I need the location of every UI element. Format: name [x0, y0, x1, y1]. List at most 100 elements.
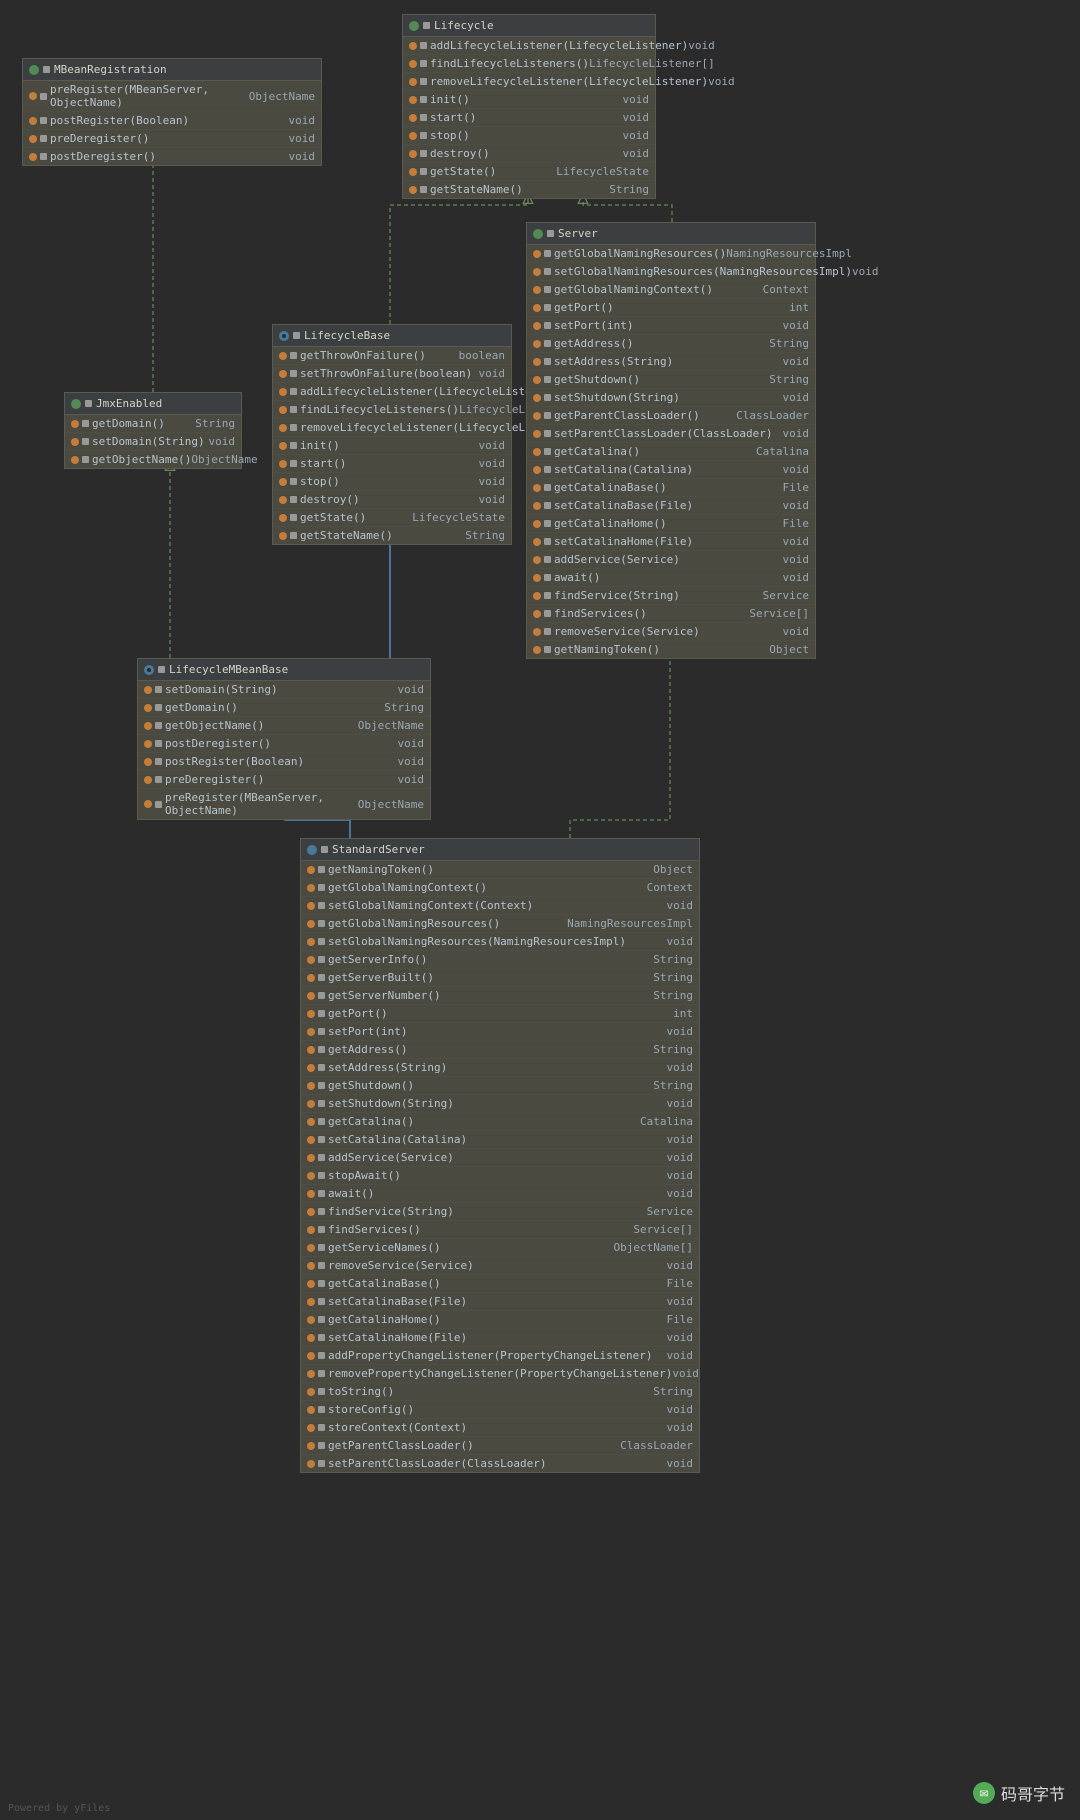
lock-icon	[318, 1100, 325, 1107]
uml-box-lifecycle: LifecycleaddLifecycleListener(LifecycleL…	[402, 14, 656, 199]
lock-icon	[158, 666, 165, 673]
method-icon	[307, 1388, 315, 1396]
method-icon	[533, 268, 541, 276]
return-type: void	[623, 129, 650, 142]
lock-icon	[290, 514, 297, 521]
method-row: start()void	[273, 455, 511, 473]
lock-icon	[318, 884, 325, 891]
method-row: postDeregister()void	[23, 148, 321, 165]
return-type: void	[672, 1367, 699, 1380]
method-row: addService(Service)void	[527, 551, 815, 569]
box-header: Lifecycle	[403, 15, 655, 37]
method-row: setThrowOnFailure(boolean)void	[273, 365, 511, 383]
lock-icon	[318, 1280, 325, 1287]
method-row: getCatalinaHome()File	[301, 1311, 699, 1329]
method-name: getDomain()	[92, 417, 165, 430]
return-type: void	[783, 571, 810, 584]
method-row: getPort()int	[527, 299, 815, 317]
return-type: void	[479, 457, 506, 470]
method-name: getServerInfo()	[328, 953, 427, 966]
method-row: getStateName()String	[403, 181, 655, 198]
return-type: void	[398, 773, 425, 786]
return-type: String	[653, 989, 693, 1002]
method-name: setAddress(String)	[328, 1061, 447, 1074]
method-name: setCatalina(Catalina)	[554, 463, 693, 476]
method-icon	[307, 974, 315, 982]
lock-icon	[318, 938, 325, 945]
method-name: preDeregister()	[165, 773, 264, 786]
method-icon	[409, 132, 417, 140]
lock-icon	[43, 66, 50, 73]
method-row: findServices()Service[]	[527, 605, 815, 623]
return-type: NamingResourcesImpl	[726, 247, 852, 260]
method-icon	[409, 150, 417, 158]
lock-icon	[290, 532, 297, 539]
method-row: storeContext(Context)void	[301, 1419, 699, 1437]
method-row: removeLifecycleListener(LifecycleListene…	[403, 73, 655, 91]
method-row: getServerNumber()String	[301, 987, 699, 1005]
method-row: getCatalinaBase()File	[301, 1275, 699, 1293]
method-name: setParentClassLoader(ClassLoader)	[554, 427, 773, 440]
return-type: void	[479, 493, 506, 506]
method-icon	[307, 1460, 315, 1468]
method-name: setGlobalNamingResources(NamingResources…	[328, 935, 626, 948]
lock-icon	[544, 376, 551, 383]
method-icon	[279, 370, 287, 378]
abstract-icon	[144, 665, 154, 675]
return-type: File	[783, 517, 810, 530]
interface-icon	[533, 229, 543, 239]
method-row: removeLifecycleListener(LifecycleListene…	[273, 419, 511, 437]
return-type: void	[783, 553, 810, 566]
method-name: removeService(Service)	[328, 1259, 474, 1272]
method-row: postRegister(Boolean)void	[23, 112, 321, 130]
return-type: Catalina	[640, 1115, 693, 1128]
box-header: MBeanRegistration	[23, 59, 321, 81]
return-type: String	[653, 1385, 693, 1398]
lock-icon	[290, 370, 297, 377]
method-icon	[409, 168, 417, 176]
return-type: Context	[763, 283, 809, 296]
uml-box-standardserver: StandardServergetNamingToken()ObjectgetG…	[300, 838, 700, 1473]
method-row: setGlobalNamingResources(NamingResources…	[301, 933, 699, 951]
method-name: getAddress()	[554, 337, 633, 350]
return-type: void	[667, 1349, 694, 1362]
lock-icon	[318, 1424, 325, 1431]
return-type: void	[667, 1421, 694, 1434]
method-icon	[279, 442, 287, 450]
method-name: findLifecycleListeners()	[300, 403, 459, 416]
method-name: getParentClassLoader()	[554, 409, 700, 422]
method-icon	[71, 456, 79, 464]
method-name: setDomain(String)	[165, 683, 278, 696]
return-type: void	[852, 265, 879, 278]
lock-icon	[420, 60, 427, 67]
method-icon	[307, 1082, 315, 1090]
return-type: String	[653, 971, 693, 984]
lock-icon	[155, 801, 162, 808]
method-icon	[29, 135, 37, 143]
lock-icon	[318, 1352, 325, 1359]
return-type: Service[]	[633, 1223, 693, 1236]
method-icon	[533, 322, 541, 330]
method-name: setCatalinaHome(File)	[328, 1331, 467, 1344]
lock-icon	[544, 520, 551, 527]
method-icon	[279, 460, 287, 468]
method-icon	[307, 1406, 315, 1414]
method-name: setDomain(String)	[92, 435, 205, 448]
method-icon	[279, 406, 287, 414]
return-type: String	[653, 953, 693, 966]
method-name: getStateName()	[300, 529, 393, 542]
class-icon	[307, 845, 317, 855]
method-row: setDomain(String) void	[65, 433, 241, 451]
return-type: void	[667, 1061, 694, 1074]
method-icon	[533, 556, 541, 564]
method-icon	[533, 358, 541, 366]
method-name: addLifecycleListener(LifecycleListener)	[300, 385, 558, 398]
lock-icon	[155, 722, 162, 729]
method-name: setCatalinaHome(File)	[554, 535, 693, 548]
lock-icon	[544, 286, 551, 293]
method-row: getGlobalNamingResources()NamingResource…	[301, 915, 699, 933]
method-icon	[29, 117, 37, 125]
return-type: void	[398, 755, 425, 768]
method-icon	[279, 514, 287, 522]
return-type: void	[209, 435, 236, 448]
